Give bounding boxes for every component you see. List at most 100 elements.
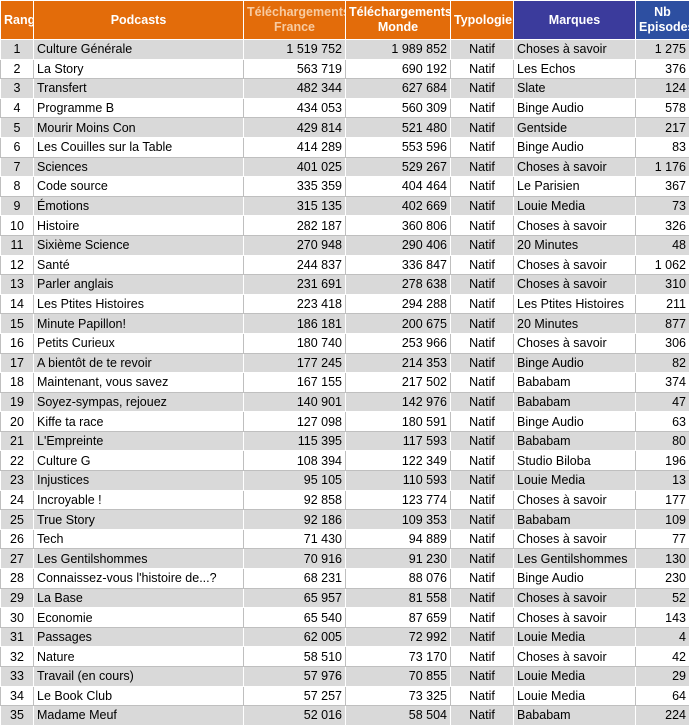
table-row: 14 Les Ptites Histoires 223 418 294 288 Nati… <box>0 293 689 315</box>
podcast-cell: Sciences <box>33 156 244 178</box>
rank-cell: 24 <box>0 489 34 511</box>
table-row: 24 Incroyable ! 92 858 123 774 Natif Choses à… <box>0 489 689 511</box>
downloads-france-cell: 315 135 <box>243 195 346 217</box>
episodes-cell: 217 <box>635 117 689 138</box>
table-row: 15 Minute Papillon! 186 181 200 675 Natif 20 … <box>0 313 689 334</box>
rank-cell: 7 <box>0 156 34 178</box>
downloads-world-cell: 278 638 <box>345 274 451 295</box>
rank-cell: 32 <box>0 646 34 667</box>
downloads-france-cell: 482 344 <box>243 78 346 99</box>
typology-cell: Natif <box>450 666 514 687</box>
episodes-cell: 82 <box>635 352 689 374</box>
episodes-cell: 376 <box>635 58 689 80</box>
brand-cell: Slate <box>513 78 636 99</box>
table-row: 4 Programme B 434 053 560 309 Natif Binge Aud… <box>0 97 689 119</box>
brand-cell: 20 Minutes <box>513 234 636 256</box>
brand-cell: Binge Audio <box>513 97 636 119</box>
episodes-cell: 77 <box>635 528 689 550</box>
rank-cell: 30 <box>0 607 34 628</box>
table-body: 1 Culture Générale 1 519 752 1 989 852 Natif… <box>0 39 689 726</box>
table-row: 23 Injustices 95 105 110 593 Natif Louie Medi… <box>0 470 689 491</box>
brand-cell: Choses à savoir <box>513 646 636 667</box>
column-header: Typologie <box>450 0 514 40</box>
rank-cell: 28 <box>0 568 34 589</box>
downloads-world-cell: 560 309 <box>345 97 451 119</box>
podcast-cell: Connaissez-vous l'histoire de...? <box>33 568 244 589</box>
downloads-world-cell: 73 170 <box>345 646 451 667</box>
downloads-france-cell: 108 394 <box>243 450 346 472</box>
downloads-france-cell: 68 231 <box>243 568 346 589</box>
episodes-cell: 63 <box>635 411 689 432</box>
podcast-cell: Les Ptites Histoires <box>33 293 244 315</box>
podcast-cell: Mourir Moins Con <box>33 117 244 138</box>
typology-cell: Natif <box>450 215 514 236</box>
brand-cell: 20 Minutes <box>513 313 636 334</box>
table-row: 29 La Base 65 957 81 558 Natif Choses à savoi… <box>0 587 689 609</box>
table-row: 7 Sciences 401 025 529 267 Natif Choses à sav… <box>0 156 689 178</box>
brand-cell: Bababam <box>513 509 636 530</box>
episodes-cell: 177 <box>635 489 689 511</box>
brand-cell: Le Parisien <box>513 176 636 197</box>
typology-cell: Natif <box>450 176 514 197</box>
downloads-france-cell: 62 005 <box>243 626 346 648</box>
downloads-world-cell: 690 192 <box>345 58 451 80</box>
typology-cell: Natif <box>450 509 514 530</box>
table-row: 21 L'Empreinte 115 395 117 593 Natif Bababam 8… <box>0 430 689 452</box>
brand-cell: Bababam <box>513 705 636 726</box>
rank-cell: 27 <box>0 548 34 570</box>
downloads-world-cell: 117 593 <box>345 430 451 452</box>
downloads-france-cell: 70 916 <box>243 548 346 570</box>
brand-cell: Choses à savoir <box>513 587 636 609</box>
brand-cell: Bababam <box>513 372 636 393</box>
brand-cell: Les Ptites Histoires <box>513 293 636 315</box>
podcast-cell: Tech <box>33 528 244 550</box>
typology-cell: Natif <box>450 391 514 413</box>
brand-cell: Choses à savoir <box>513 332 636 354</box>
downloads-france-cell: 231 691 <box>243 274 346 295</box>
podcast-cell: Émotions <box>33 195 244 217</box>
podcast-cell: True Story <box>33 509 244 530</box>
brand-cell: Choses à savoir <box>513 254 636 276</box>
downloads-world-cell: 217 502 <box>345 372 451 393</box>
rank-cell: 33 <box>0 666 34 687</box>
brand-cell: Bababam <box>513 430 636 452</box>
rank-cell: 17 <box>0 352 34 374</box>
column-header: Téléchargements France <box>243 0 346 40</box>
downloads-france-cell: 52 016 <box>243 705 346 726</box>
rank-cell: 29 <box>0 587 34 609</box>
rank-cell: 23 <box>0 470 34 491</box>
table-row: 32 Nature 58 510 73 170 Natif Choses à savoir… <box>0 646 689 667</box>
rank-cell: 22 <box>0 450 34 472</box>
downloads-france-cell: 335 359 <box>243 176 346 197</box>
table-row: 19 Soyez-sympas, rejouez 140 901 142 976 Nat… <box>0 391 689 413</box>
episodes-cell: 1 275 <box>635 39 689 60</box>
podcast-cell: Minute Papillon! <box>33 313 244 334</box>
downloads-france-cell: 95 105 <box>243 470 346 491</box>
downloads-world-cell: 529 267 <box>345 156 451 178</box>
downloads-france-cell: 58 510 <box>243 646 346 667</box>
downloads-world-cell: 122 349 <box>345 450 451 472</box>
rank-cell: 26 <box>0 528 34 550</box>
podcast-cell: L'Empreinte <box>33 430 244 452</box>
downloads-france-cell: 177 245 <box>243 352 346 374</box>
brand-cell: Binge Audio <box>513 568 636 589</box>
typology-cell: Natif <box>450 705 514 726</box>
podcast-cell: Programme B <box>33 97 244 119</box>
typology-cell: Natif <box>450 58 514 80</box>
rank-cell: 1 <box>0 39 34 60</box>
episodes-cell: 29 <box>635 666 689 687</box>
table-row: 9 Émotions 315 135 402 669 Natif Louie Media 7… <box>0 195 689 217</box>
typology-cell: Natif <box>450 528 514 550</box>
downloads-world-cell: 360 806 <box>345 215 451 236</box>
table-row: 5 Mourir Moins Con 429 814 521 480 Natif Gent… <box>0 117 689 138</box>
downloads-world-cell: 290 406 <box>345 234 451 256</box>
typology-cell: Natif <box>450 136 514 158</box>
table-row: 25 True Story 92 186 109 353 Natif Bababam 109 <box>0 509 689 530</box>
brand-cell: Binge Audio <box>513 352 636 374</box>
episodes-cell: 367 <box>635 176 689 197</box>
typology-cell: Natif <box>450 430 514 452</box>
episodes-cell: 64 <box>635 685 689 707</box>
typology-cell: Natif <box>450 39 514 60</box>
